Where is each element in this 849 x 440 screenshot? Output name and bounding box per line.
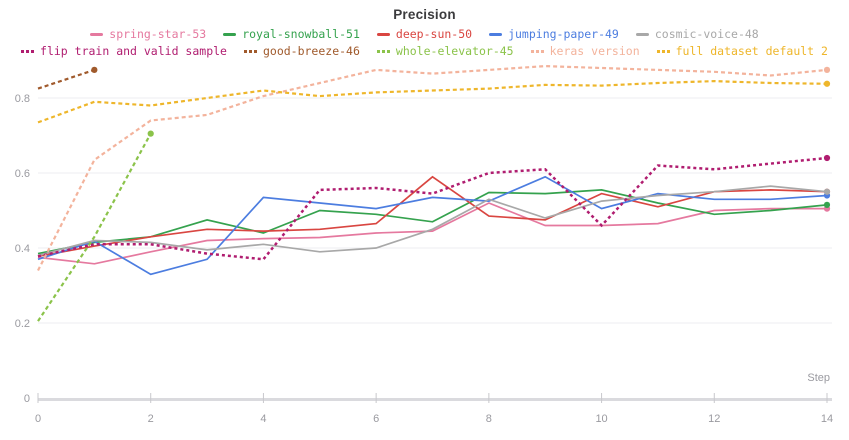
- y-tick-label-0.2: 0.2: [15, 318, 30, 330]
- series-line-jumping-paper-49: [37, 175, 828, 276]
- legend-label: royal-snowball-51: [242, 27, 360, 41]
- series-end-dot-royal-snowball-51: [823, 201, 831, 208]
- series-line-royal-snowball-51: [37, 189, 828, 255]
- legend-item-keras-version[interactable]: keras version: [530, 43, 640, 59]
- legend-label: cosmic-voice-48: [654, 27, 759, 41]
- legend-label: deep-sun-50: [395, 27, 473, 41]
- legend-item-good-breeze-46[interactable]: good-breeze-46: [243, 43, 360, 59]
- series-end-dot-flip-train-and-valid-sample: [823, 154, 831, 162]
- x-tick-label-2: 2: [148, 413, 154, 425]
- series-end-dot-full-dataset-default-2: [823, 80, 831, 87]
- legend-item-royal-snowball-51[interactable]: royal-snowball-51: [223, 26, 360, 42]
- legend-item-cosmic-voice-48[interactable]: cosmic-voice-48: [635, 26, 759, 42]
- chart-legend: spring-star-53 royal-snowball-51 deep-sun-…: [17, 26, 833, 59]
- y-tick-label-0.8: 0.8: [15, 93, 30, 105]
- y-tick-label-0.4: 0.4: [15, 243, 30, 255]
- legend-label: flip train and valid sample: [40, 44, 227, 58]
- legend-marker-icon: [489, 32, 503, 36]
- series-line-flip-train-and-valid-sample: [37, 156, 828, 261]
- series-end-dot-whole-elevator-45: [147, 130, 154, 137]
- legend-item-whole-elevator-45[interactable]: whole-elevator-45: [376, 43, 514, 59]
- series-end-dot-keras-version: [823, 66, 831, 73]
- legend-marker-icon: [635, 32, 649, 36]
- series-line-good-breeze-46: [37, 68, 95, 90]
- legend-marker-icon: [21, 49, 35, 53]
- x-tick-label-4: 4: [260, 413, 266, 425]
- series-line-spring-star-53: [37, 202, 827, 265]
- x-tick-label-6: 6: [373, 413, 379, 425]
- series-line-keras-version: [37, 64, 828, 271]
- x-tick-label-10: 10: [595, 413, 607, 425]
- series-end-dot-cosmic-voice-48: [823, 188, 831, 195]
- legend-label: spring-star-53: [109, 27, 207, 41]
- y-tick-label-0: 0: [24, 393, 30, 405]
- x-tick-label-14: 14: [821, 413, 833, 425]
- legend-item-jumping-paper-49[interactable]: jumping-paper-49: [489, 26, 619, 42]
- legend-label: full dataset default 2: [675, 44, 828, 58]
- chart-title: Precision: [393, 7, 456, 22]
- legend-item-flip-train-and-valid-sample[interactable]: flip train and valid sample: [21, 43, 227, 59]
- legend-item-full-dataset-default-2[interactable]: full dataset default 2: [656, 43, 828, 59]
- series-line-cosmic-voice-48: [37, 185, 828, 257]
- series-end-dot-good-breeze-46: [91, 66, 98, 73]
- legend-item-spring-star-53[interactable]: spring-star-53: [90, 26, 206, 42]
- y-tick-label-0.6: 0.6: [15, 168, 30, 180]
- legend-item-deep-sun-50[interactable]: deep-sun-50: [376, 26, 473, 42]
- legend-marker-icon: [90, 32, 104, 36]
- x-tick-label-8: 8: [486, 413, 492, 425]
- legend-label: jumping-paper-49: [508, 27, 619, 41]
- series-line-full-dataset-default-2: [37, 79, 828, 124]
- legend-marker-icon: [243, 49, 257, 53]
- legend-marker-icon: [376, 49, 390, 53]
- legend-marker-icon: [376, 32, 390, 36]
- legend-label: keras version: [549, 44, 640, 58]
- legend-marker-icon: [223, 32, 237, 36]
- series-line-whole-elevator-45: [37, 133, 152, 322]
- x-tick-label-0: 0: [35, 413, 41, 425]
- legend-marker-icon: [656, 49, 670, 53]
- legend-label: good-breeze-46: [262, 44, 360, 58]
- x-axis-label: Step: [807, 372, 830, 384]
- legend-label: whole-elevator-45: [395, 44, 514, 58]
- x-tick-label-12: 12: [708, 413, 720, 425]
- series-line-deep-sun-50: [37, 175, 828, 258]
- legend-marker-icon: [530, 49, 544, 53]
